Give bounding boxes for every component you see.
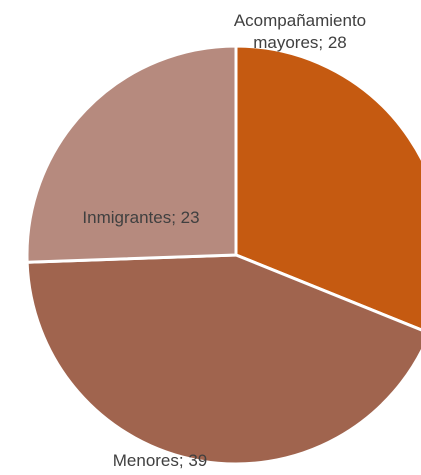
data-label-line: Inmigrantes; 23 xyxy=(82,208,199,227)
data-label-inmigrantes: Inmigrantes; 23 xyxy=(82,208,199,227)
data-label-line: mayores; 28 xyxy=(253,33,347,52)
data-label-line: Menores; 39 xyxy=(113,451,208,470)
pie-slice-menores xyxy=(25,253,421,466)
data-label-menores: Menores; 39 xyxy=(113,451,208,470)
data-label-line: Acompañamiento xyxy=(234,11,366,30)
data-label-acompa-amiento-mayores: Acompañamiento mayores; 28 xyxy=(234,11,366,52)
pie-data-labels: Acompañamiento mayores; 28 Menores; 39 Inmi… xyxy=(82,11,366,470)
pie-slice-acompa-amiento-mayores xyxy=(234,44,421,332)
pie-slice-inmigrantes xyxy=(25,44,238,264)
pie-slices xyxy=(25,44,421,466)
